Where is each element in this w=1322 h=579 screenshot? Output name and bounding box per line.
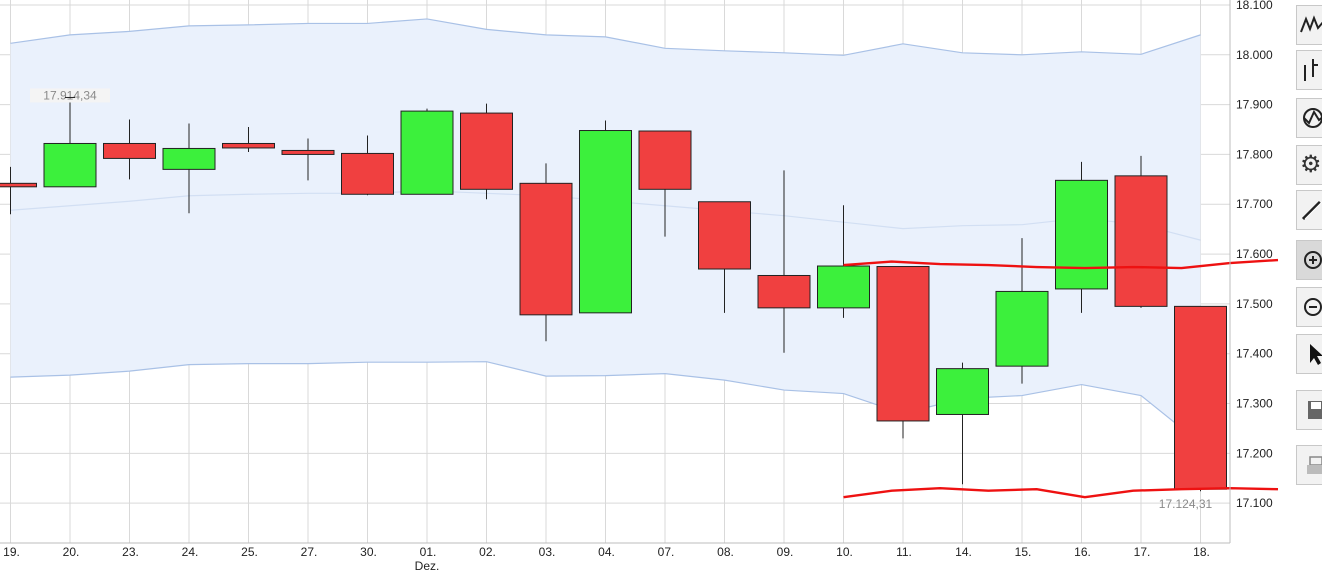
high-label-box xyxy=(30,88,110,103)
x-tick-label: 14. xyxy=(955,545,972,559)
settings-tool[interactable]: ⚙ xyxy=(1296,145,1322,185)
indicator-icon xyxy=(1300,107,1322,129)
candle-body xyxy=(817,265,870,309)
ohlc-chart-icon xyxy=(1300,57,1322,83)
candle-body xyxy=(1055,179,1108,290)
x-tick-label: 23. xyxy=(122,545,139,559)
x-tick-label: 30. xyxy=(360,545,377,559)
high-label: 17.914,34 xyxy=(43,88,97,102)
zoom-in-tool[interactable] xyxy=(1296,240,1322,280)
candle-body xyxy=(0,182,37,188)
candle-body xyxy=(460,112,513,190)
axes: 17.100 17.200 17.300 17.400 17.500 17.600 17.7… xyxy=(0,0,1273,573)
indicator-tool[interactable] xyxy=(1296,98,1322,138)
band-lower-line xyxy=(10,361,1201,444)
candle-body xyxy=(400,110,454,195)
y-tick-label: 17.400 xyxy=(1236,347,1273,361)
candle-body xyxy=(995,290,1049,367)
pencil-icon xyxy=(1300,198,1322,222)
x-tick-label: 20. xyxy=(63,545,80,559)
candle-body xyxy=(103,142,156,159)
print-tool[interactable] xyxy=(1296,445,1322,485)
x-tick-label: 18. xyxy=(1193,545,1210,559)
x-tick-label: 09. xyxy=(777,545,794,559)
x-tick-label: 25. xyxy=(241,545,258,559)
y-tick-label: 17.300 xyxy=(1236,397,1273,411)
band-upper-line xyxy=(10,18,1201,56)
x-tick-label: 02. xyxy=(479,545,496,559)
x-tick-label: 04. xyxy=(598,545,615,559)
candle-body xyxy=(698,201,751,270)
candle-body xyxy=(757,274,811,309)
x-tick-label: 19. xyxy=(3,545,20,559)
x-tick-label: 07. xyxy=(658,545,675,559)
drawn-lines xyxy=(843,258,1279,499)
candle-body xyxy=(519,182,573,316)
gear-icon: ⚙ xyxy=(1300,151,1322,178)
y-tick-label: 17.500 xyxy=(1236,297,1273,311)
x-tick-label: 27. xyxy=(301,545,318,559)
pointer-tool[interactable] xyxy=(1296,334,1322,374)
candle-body xyxy=(43,142,97,188)
x-tick-label: 17. xyxy=(1134,545,1151,559)
save-tool[interactable] xyxy=(1296,390,1322,430)
candle-body xyxy=(341,152,394,195)
print-icon xyxy=(1300,453,1322,477)
x-tick-label: 11. xyxy=(896,545,912,559)
candle-body xyxy=(1174,305,1227,490)
y-tick-label: 17.200 xyxy=(1236,446,1273,460)
candle-body xyxy=(281,149,335,155)
month-label: Dez. xyxy=(415,559,440,573)
low-label: 17.124,31 xyxy=(1159,497,1213,511)
candle-body xyxy=(579,130,632,314)
y-tick-label: 17.100 xyxy=(1236,496,1273,510)
x-tick-label: 08. xyxy=(717,545,734,559)
y-tick-label: 17.700 xyxy=(1236,197,1273,211)
support-line xyxy=(843,487,1279,499)
save-icon xyxy=(1300,398,1322,422)
candle-body xyxy=(876,266,930,422)
y-tick-label: 18.000 xyxy=(1236,48,1273,62)
y-tick-label: 17.800 xyxy=(1236,147,1273,161)
x-tick-label: 03. xyxy=(539,545,556,559)
zoom-out-icon xyxy=(1300,296,1322,318)
x-tick-label: 01. xyxy=(420,545,437,559)
annotations: 17.914,34 17.124,31 xyxy=(30,88,1213,511)
zoom-out-tool[interactable] xyxy=(1296,287,1322,327)
draw-tool[interactable] xyxy=(1296,190,1322,230)
y-tick-label: 17.600 xyxy=(1236,247,1273,261)
ohlc-chart-tool[interactable] xyxy=(1296,50,1322,90)
cursor-icon xyxy=(1300,341,1322,367)
x-tick-label: 10. xyxy=(836,545,853,559)
zoom-in-icon xyxy=(1300,249,1322,271)
candles xyxy=(0,97,1227,492)
y-tick-label: 17.900 xyxy=(1236,98,1273,112)
x-tick-label: 16. xyxy=(1074,545,1091,559)
candle-body xyxy=(1114,175,1168,307)
candle-body xyxy=(638,130,692,190)
candle-body xyxy=(162,147,216,170)
chart-toolbar: ⚙ xyxy=(1296,0,1322,579)
line-chart-icon xyxy=(1300,15,1322,35)
candle-body xyxy=(222,142,275,149)
candle-body xyxy=(936,368,989,415)
x-tick-label: 15. xyxy=(1015,545,1032,559)
x-tick-label: 24. xyxy=(182,545,199,559)
y-tick-label: 18.100 xyxy=(1236,0,1273,12)
resistance-line xyxy=(843,258,1279,270)
line-chart-tool[interactable] xyxy=(1296,5,1322,45)
